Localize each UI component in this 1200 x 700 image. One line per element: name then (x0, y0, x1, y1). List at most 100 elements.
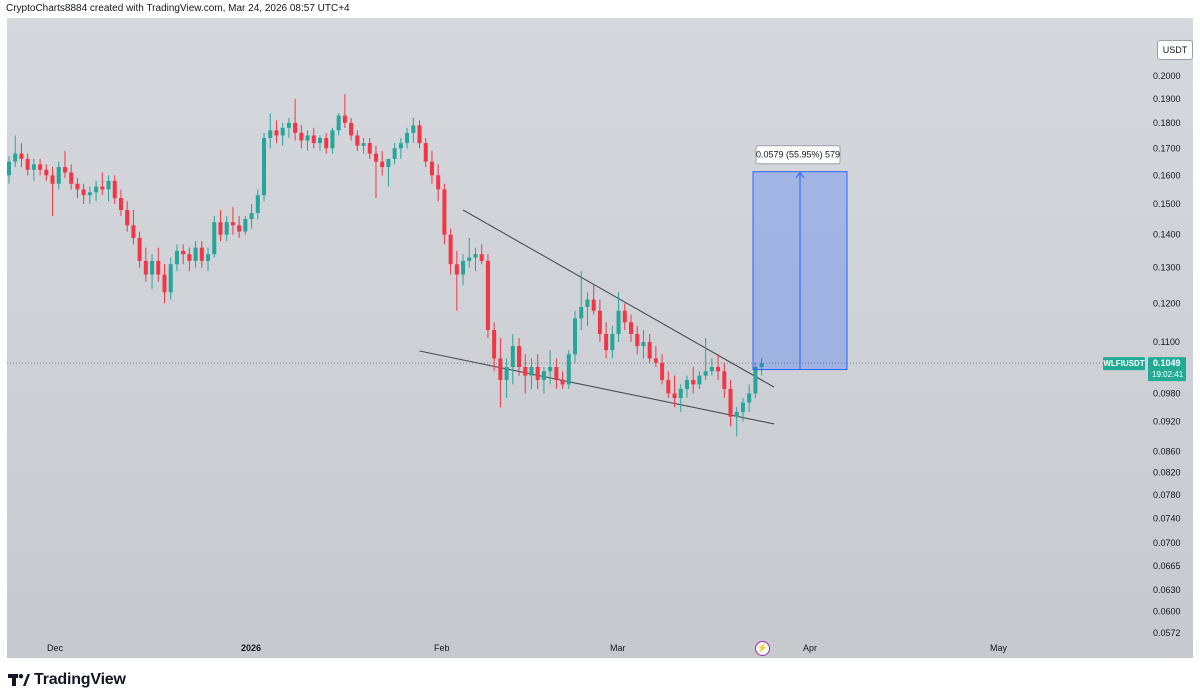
last-price-tag (1148, 357, 1186, 382)
candle-body (554, 366, 559, 381)
candle-body (703, 371, 708, 376)
candle-body (380, 161, 385, 168)
candle-body (106, 180, 111, 190)
candle-body (349, 122, 354, 136)
candle-body (243, 219, 248, 232)
candle-body (280, 127, 285, 136)
candle-body (373, 153, 378, 162)
lightning-icon[interactable]: ⚡ (755, 641, 770, 656)
candle-body (429, 161, 434, 176)
x-tick-label: Apr (803, 643, 817, 653)
candle-body (75, 183, 80, 190)
candle-body (672, 393, 677, 398)
candle-body (716, 366, 721, 372)
candle-body (268, 130, 273, 138)
candle-body (660, 362, 665, 381)
candle-body (411, 125, 416, 133)
candle-body (237, 225, 242, 232)
y-tick-label: 0.0665 (1153, 561, 1181, 571)
candle-body (473, 254, 478, 258)
candle-body (19, 153, 24, 159)
candle-body (417, 125, 422, 144)
candle-body (31, 164, 36, 170)
x-tick-label: May (990, 643, 1008, 653)
candle-body (504, 366, 509, 381)
candle-body (541, 371, 546, 381)
candle-body (423, 143, 428, 162)
candle-body (566, 354, 571, 385)
candle-body (311, 135, 316, 144)
y-tick-label: 0.1200 (1153, 298, 1181, 308)
candle-body (218, 222, 223, 235)
candle-body (666, 380, 671, 394)
y-tick-label: 0.0780 (1153, 490, 1181, 500)
candle-body (548, 366, 553, 372)
candle-body (168, 264, 173, 293)
measure-arrow-head (795, 171, 805, 179)
candle-body (479, 254, 484, 261)
y-tick-label: 0.0820 (1153, 468, 1181, 478)
candle-body (498, 358, 503, 381)
header-bar: CryptoCharts8884 created with TradingVie… (0, 0, 1200, 18)
candle-body (150, 260, 155, 275)
candlestick-chart[interactable]: 0.0579 (55.95%) 579 0.20000.19000.18000.… (7, 18, 1193, 658)
candle-body (293, 122, 298, 133)
candle-body (392, 148, 397, 159)
candle-body (206, 254, 211, 261)
measure-tool-layer: 0.0579 (55.95%) 579 (752, 145, 848, 371)
candle-body (336, 115, 341, 131)
y-tick-label: 0.1800 (1153, 118, 1181, 128)
candle-body (330, 130, 335, 149)
y-tick-label: 0.0700 (1153, 538, 1181, 548)
candle-body (740, 402, 745, 412)
footer-bar: TradingView (0, 660, 1200, 700)
y-tick-label: 0.1100 (1153, 337, 1180, 347)
candle-body (230, 222, 235, 226)
candle-body (81, 189, 86, 196)
currency-selector[interactable]: USDT (1157, 40, 1193, 60)
candle-body (274, 130, 279, 136)
tradingview-wordmark: TradingView (34, 671, 126, 688)
y-tick-label: 0.0572 (1153, 628, 1181, 638)
y-axis-layer: 0.2000 0.1900 0.1800 0.1700 0.1600 0.1500 0.14… (1103, 71, 1186, 638)
candle-body (13, 153, 18, 162)
candle-body (529, 366, 534, 376)
y-tick-label: 0.0630 (1153, 585, 1181, 595)
y-tick-label: 0.1700 (1153, 143, 1181, 153)
x-tick-label: Feb (434, 643, 450, 653)
candle-body (131, 225, 136, 238)
tradingview-logo[interactable]: TradingView (8, 670, 126, 690)
candle-body (249, 213, 254, 220)
candle-body (492, 330, 497, 359)
candle-body (591, 299, 596, 311)
candle-body (38, 164, 43, 170)
candle-body (461, 260, 466, 275)
y-tick-label: 0.0740 (1153, 513, 1181, 523)
candle-body (523, 366, 528, 376)
candle-body (143, 260, 148, 275)
y-tick-label: 0.0860 (1153, 447, 1181, 457)
candle-body (25, 158, 30, 170)
candle-body (187, 254, 192, 261)
y-tick-label: 0.1300 (1153, 263, 1181, 273)
candle-body (635, 334, 640, 347)
chart-area[interactable]: 0.0579 (55.95%) 579 0.2000 0.1900 0.1800 0.… (7, 18, 1193, 658)
candle-body (62, 167, 67, 173)
candle-body (573, 318, 578, 355)
candle-body (517, 346, 522, 367)
candle-body (224, 222, 229, 235)
candle-body (262, 137, 267, 196)
candle-body (174, 250, 179, 265)
candle-body (162, 274, 167, 293)
candle-body (181, 250, 186, 255)
candle-body (709, 366, 714, 372)
candle-body (100, 186, 105, 190)
candle-body (318, 137, 322, 144)
candle-body (560, 380, 565, 385)
candle-body (691, 380, 696, 385)
measure-label-box (755, 145, 841, 165)
measure-label: 0.0579 (55.95%) 579 (756, 150, 840, 160)
symbol-label: WLFIUSDT (1103, 359, 1144, 368)
candle-body (305, 135, 310, 141)
y-tick-label: 0.1400 (1153, 230, 1181, 240)
